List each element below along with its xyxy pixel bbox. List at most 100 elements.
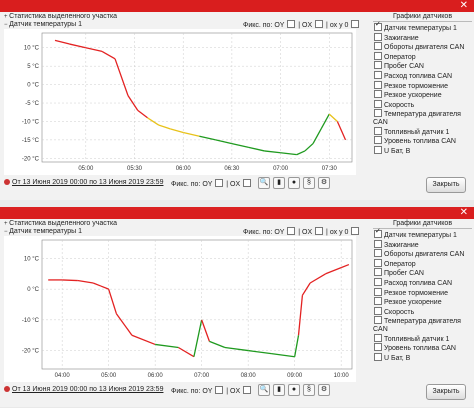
series-segment: [280, 152, 297, 156]
series-segment: [297, 295, 304, 336]
series-segment: [193, 319, 203, 357]
sensor-checkbox[interactable]: [374, 136, 382, 145]
scale-icon[interactable]: §: [303, 384, 315, 396]
sensor-item[interactable]: Скорость: [373, 99, 472, 110]
settings-icon[interactable]: ⚙: [318, 177, 330, 189]
sensor-toggle[interactable]: − Датчик температуры 1: [4, 228, 82, 235]
sensor-checkbox[interactable]: [374, 249, 382, 258]
sensor-item[interactable]: Температура двигателя CAN: [373, 316, 472, 333]
sensor-item[interactable]: Датчик температуры 1: [373, 228, 472, 240]
footer-fix: Фикс. по: OY | OX: [171, 179, 252, 188]
stats-toggle[interactable]: + Статистика выделенного участка: [4, 13, 117, 20]
sensor-checkbox[interactable]: [374, 258, 382, 267]
traffic-light-icon[interactable]: ●: [288, 384, 300, 396]
sensor-item[interactable]: Расход топлива CAN: [373, 70, 472, 81]
sensor-checkbox[interactable]: [374, 277, 382, 286]
sensor-checkbox[interactable]: [374, 306, 382, 315]
sensor-checkbox[interactable]: [374, 61, 382, 70]
close-button[interactable]: Закрыть: [426, 384, 466, 400]
close-icon[interactable]: ✕: [459, 0, 468, 11]
y-tick-label: 0 °C: [27, 83, 39, 89]
fix-ox-checkbox[interactable]: [315, 227, 324, 235]
sensor-item[interactable]: Топливный датчик 1: [373, 333, 472, 344]
fix-ox0-checkbox[interactable]: [351, 20, 360, 28]
sensor-checkbox[interactable]: [374, 297, 382, 306]
temperature-chart[interactable]: 10 °C 5 °C 0 °C -5 °C -10 °C -15 °C -20 °C 05:0…: [4, 29, 356, 175]
sensor-item[interactable]: Оператор: [373, 51, 472, 62]
zoom-icon[interactable]: 🔍: [258, 177, 270, 189]
sensor-checkbox[interactable]: [374, 287, 382, 296]
series-segment: [155, 343, 179, 349]
sensor-item[interactable]: Обороты двигателя CAN: [373, 42, 472, 52]
sensor-checkbox[interactable]: [374, 239, 382, 248]
sensor-item[interactable]: Уровень топлива CAN: [373, 136, 472, 146]
fix-ox0-checkbox[interactable]: [351, 227, 360, 235]
close-icon[interactable]: ✕: [459, 207, 468, 218]
sensor-item[interactable]: Оператор: [373, 258, 472, 269]
sensor-checkbox[interactable]: [374, 268, 382, 277]
footer-ox-checkbox[interactable]: [243, 386, 252, 394]
series-segment: [114, 58, 129, 96]
sensor-checkbox[interactable]: [374, 80, 382, 89]
fix-oy-checkbox[interactable]: [287, 20, 296, 28]
sensor-item[interactable]: Пробег CAN: [373, 61, 472, 71]
footer-oy-checkbox[interactable]: [215, 179, 224, 187]
sensor-item[interactable]: Резкое торможение: [373, 287, 472, 298]
sensor-checkbox[interactable]: [374, 51, 382, 60]
sensor-item[interactable]: Зажигание: [373, 239, 472, 250]
sensor-checkbox[interactable]: [374, 42, 382, 51]
scale-icon[interactable]: §: [303, 177, 315, 189]
sensor-checkbox[interactable]: [374, 126, 382, 135]
sensor-item[interactable]: Расход топлива CAN: [373, 277, 472, 288]
battery-icon[interactable]: ▮: [273, 384, 285, 396]
sensor-item[interactable]: Топливный датчик 1: [373, 126, 472, 137]
temperature-chart[interactable]: 10 °C 0 °C -10 °C -20 °C 04:00 05:00 06:00 07:0…: [4, 236, 356, 382]
sensor-checkbox[interactable]: [374, 352, 382, 361]
y-tick-label: 0 °C: [27, 287, 39, 293]
plot-frame: [41, 32, 353, 163]
footer-ox-checkbox[interactable]: [243, 179, 252, 187]
zoom-icon[interactable]: 🔍: [258, 384, 270, 396]
x-tick-label: 10:00: [334, 373, 350, 379]
date-range-link[interactable]: От 13 Июня 2019 00:00 по 13 Июня 2019 23…: [12, 386, 164, 393]
sensor-item[interactable]: Скорость: [373, 306, 472, 317]
fix-ox-checkbox[interactable]: [315, 20, 324, 28]
sensor-checkbox[interactable]: [374, 333, 382, 342]
sensor-item[interactable]: Датчик температуры 1: [373, 21, 472, 33]
battery-icon[interactable]: ▮: [273, 177, 285, 189]
close-button[interactable]: Закрыть: [426, 177, 466, 193]
traffic-light-icon[interactable]: ●: [288, 177, 300, 189]
sensor-item[interactable]: Зажигание: [373, 32, 472, 43]
sensor-item[interactable]: Уровень топлива CAN: [373, 343, 472, 353]
series-segment: [115, 313, 133, 336]
calendar-icon[interactable]: [4, 179, 10, 185]
sensor-item[interactable]: Резкое ускорение: [373, 297, 472, 307]
date-range-link[interactable]: От 13 Июня 2019 00:00 по 13 Июня 2019 23…: [12, 179, 164, 186]
sensor-checkbox[interactable]: [374, 343, 382, 352]
calendar-icon[interactable]: [4, 386, 10, 392]
sensor-checkbox[interactable]: [374, 316, 382, 325]
sensor-item[interactable]: Пробег CAN: [373, 268, 472, 278]
sensor-toggle[interactable]: − Датчик температуры 1: [4, 21, 82, 28]
sensor-item[interactable]: U Бат, B: [373, 145, 472, 156]
chart-area[interactable]: 10 °C 5 °C 0 °C -5 °C -10 °C -15 °C -20 °C 05:0…: [4, 29, 356, 175]
sensor-item[interactable]: U Бат, B: [373, 352, 472, 363]
sensor-item-label: Датчик температуры 1: [384, 232, 457, 239]
sensor-checkbox[interactable]: [374, 70, 382, 79]
sensor-item[interactable]: Резкое ускорение: [373, 90, 472, 100]
settings-icon[interactable]: ⚙: [318, 384, 330, 396]
sensor-item[interactable]: Температура двигателя CAN: [373, 109, 472, 126]
stats-toggle[interactable]: + Статистика выделенного участка: [4, 220, 117, 227]
sensor-item[interactable]: Обороты двигателя CAN: [373, 249, 472, 259]
sensor-item[interactable]: Резкое торможение: [373, 80, 472, 91]
sensor-checkbox[interactable]: [374, 99, 382, 108]
sensor-checkbox[interactable]: [374, 21, 382, 31]
sensor-checkbox[interactable]: [374, 145, 382, 154]
fix-oy-checkbox[interactable]: [287, 227, 296, 235]
chart-area[interactable]: 10 °C 0 °C -10 °C -20 °C 04:00 05:00 06:00 07:0…: [4, 236, 356, 382]
footer-oy-checkbox[interactable]: [215, 386, 224, 394]
sensor-checkbox[interactable]: [374, 109, 382, 118]
sensor-checkbox[interactable]: [374, 32, 382, 41]
sensor-checkbox[interactable]: [374, 228, 382, 238]
sensor-checkbox[interactable]: [374, 90, 382, 99]
